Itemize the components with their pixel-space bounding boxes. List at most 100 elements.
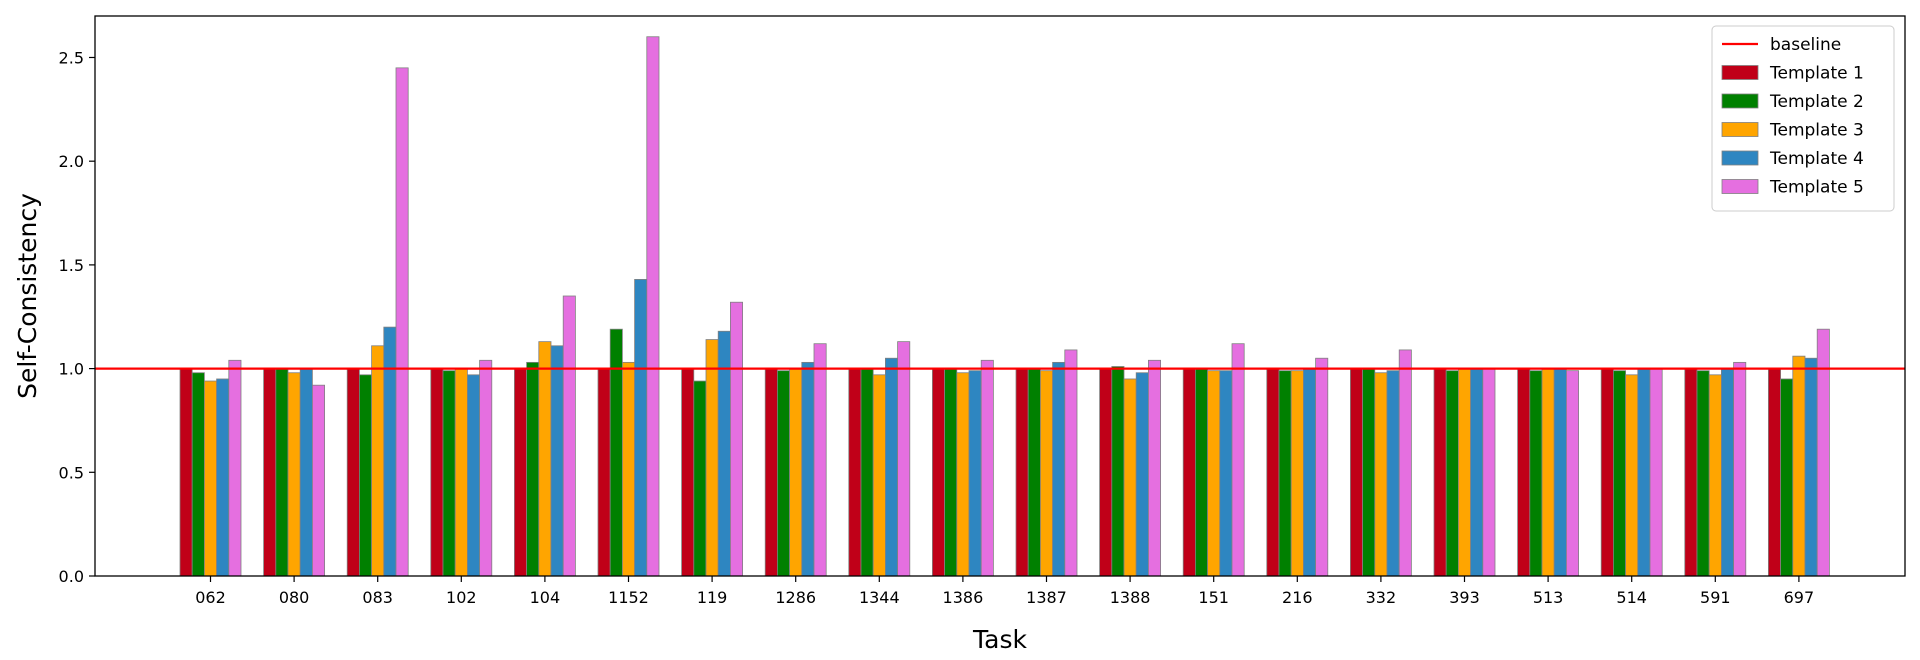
x-tick-label: 083 bbox=[362, 588, 393, 607]
bar-080-series-1 bbox=[263, 368, 277, 577]
bar-1388-series-5 bbox=[1148, 359, 1162, 577]
bar-062-series-5 bbox=[228, 359, 242, 577]
bar-697-series-3 bbox=[1792, 355, 1806, 577]
y-ticks: 0.0 0.5 1.0 1.5 2.0 2.5 bbox=[59, 48, 95, 586]
bar-514-series-5 bbox=[1649, 368, 1663, 577]
bar-1152-series-5 bbox=[646, 36, 660, 577]
bar-697-series-1 bbox=[1768, 368, 1782, 577]
legend-swatch-series-3 bbox=[1721, 122, 1759, 137]
bar-216-series-5 bbox=[1315, 357, 1329, 577]
bar-1387-series-1 bbox=[1015, 368, 1029, 577]
legend-swatch-series-1 bbox=[1721, 65, 1759, 80]
bar-1152-series-1 bbox=[597, 368, 611, 577]
legend-label-series-1: Template 1 bbox=[1769, 64, 1864, 84]
bar-513-series-2 bbox=[1529, 370, 1543, 577]
bar-1386-series-3 bbox=[956, 372, 970, 577]
bar-1388-series-1 bbox=[1099, 368, 1113, 577]
bar-104-series-2 bbox=[526, 361, 540, 577]
y-tick-label: 2.5 bbox=[59, 48, 84, 67]
x-tick-label: 1386 bbox=[943, 588, 984, 607]
bar-1386-series-4 bbox=[968, 370, 982, 577]
bar-513-series-1 bbox=[1517, 368, 1531, 577]
y-axis-label: Self-Consistency bbox=[13, 193, 42, 399]
bar-513-series-5 bbox=[1566, 370, 1580, 577]
legend-swatch-series-4 bbox=[1721, 150, 1759, 166]
bar-1152-series-3 bbox=[622, 361, 636, 577]
x-tick-label: 1387 bbox=[1026, 588, 1067, 607]
bar-062-series-1 bbox=[179, 368, 193, 577]
bar-591-series-4 bbox=[1721, 368, 1735, 577]
bar-1386-series-1 bbox=[932, 368, 946, 577]
y-tick-label: 0.0 bbox=[59, 567, 84, 586]
x-tick-label: 591 bbox=[1700, 588, 1731, 607]
bar-062-series-2 bbox=[191, 372, 205, 577]
bar-104-series-5 bbox=[562, 295, 576, 577]
bar-591-series-3 bbox=[1708, 374, 1722, 577]
bar-1387-series-4 bbox=[1052, 361, 1066, 577]
x-tick-label: 1152 bbox=[608, 588, 649, 607]
x-tick-label: 1286 bbox=[775, 588, 816, 607]
bar-591-series-5 bbox=[1733, 361, 1747, 577]
legend-label-baseline: baseline bbox=[1770, 35, 1841, 55]
bar-216-series-3 bbox=[1290, 370, 1304, 577]
bar-1387-series-3 bbox=[1040, 370, 1054, 577]
x-tick-label: 102 bbox=[446, 588, 477, 607]
bar-1388-series-2 bbox=[1111, 366, 1125, 577]
y-tick-label: 2.0 bbox=[59, 152, 84, 171]
bar-102-series-1 bbox=[430, 368, 444, 577]
x-tick-label: 513 bbox=[1533, 588, 1564, 607]
x-tick-label: 062 bbox=[195, 588, 226, 607]
x-tick-label: 332 bbox=[1366, 588, 1397, 607]
x-tick-label: 151 bbox=[1198, 588, 1229, 607]
bar-216-series-4 bbox=[1303, 368, 1317, 577]
bar-514-series-3 bbox=[1625, 374, 1639, 577]
bar-332-series-5 bbox=[1398, 349, 1412, 577]
y-tick-label: 1.0 bbox=[59, 360, 84, 379]
x-tick-label: 393 bbox=[1449, 588, 1480, 607]
bar-697-series-4 bbox=[1804, 357, 1818, 577]
bar-104-series-1 bbox=[514, 368, 528, 577]
bar-1344-series-2 bbox=[860, 368, 874, 577]
legend-label-series-5: Template 5 bbox=[1769, 178, 1864, 198]
bar-102-series-5 bbox=[479, 359, 493, 577]
legend-label-series-4: Template 4 bbox=[1769, 149, 1864, 169]
x-axis-label: Task bbox=[972, 625, 1027, 654]
bar-080-series-3 bbox=[287, 372, 301, 577]
bar-104-series-3 bbox=[538, 341, 552, 577]
bar-332-series-1 bbox=[1350, 368, 1364, 577]
y-tick-label: 1.5 bbox=[59, 256, 84, 275]
bar-102-series-2 bbox=[442, 370, 456, 577]
x-tick-label: 1344 bbox=[859, 588, 900, 607]
x-tick-label: 1388 bbox=[1110, 588, 1151, 607]
bar-393-series-5 bbox=[1482, 368, 1496, 577]
bar-080-series-4 bbox=[299, 368, 313, 577]
bar-1344-series-5 bbox=[897, 341, 911, 577]
legend-label-series-3: Template 3 bbox=[1769, 121, 1864, 141]
x-tick-label: 697 bbox=[1784, 588, 1815, 607]
bar-083-series-1 bbox=[346, 368, 360, 577]
bar-216-series-1 bbox=[1266, 368, 1280, 577]
bar-216-series-2 bbox=[1278, 370, 1292, 577]
bar-332-series-4 bbox=[1386, 370, 1400, 577]
bar-514-series-1 bbox=[1600, 368, 1614, 577]
bar-514-series-4 bbox=[1637, 368, 1651, 577]
bar-1286-series-5 bbox=[813, 343, 827, 577]
x-tick-label: 080 bbox=[279, 588, 310, 607]
bar-1344-series-3 bbox=[872, 374, 886, 577]
bar-393-series-2 bbox=[1445, 370, 1459, 577]
bar-1388-series-3 bbox=[1123, 378, 1137, 577]
bar-1152-series-2 bbox=[609, 328, 623, 577]
bar-1344-series-4 bbox=[885, 357, 899, 577]
bar-080-series-2 bbox=[275, 368, 289, 577]
bar-1286-series-2 bbox=[777, 370, 791, 577]
bar-151-series-1 bbox=[1182, 368, 1196, 577]
bar-151-series-2 bbox=[1195, 368, 1209, 577]
bar-080-series-5 bbox=[311, 384, 325, 577]
bar-062-series-4 bbox=[216, 378, 230, 577]
x-tick-label: 104 bbox=[530, 588, 561, 607]
x-tick-label: 514 bbox=[1616, 588, 1647, 607]
bar-332-series-3 bbox=[1374, 372, 1388, 577]
bar-393-series-3 bbox=[1458, 368, 1472, 577]
legend-swatch-series-2 bbox=[1721, 93, 1759, 109]
